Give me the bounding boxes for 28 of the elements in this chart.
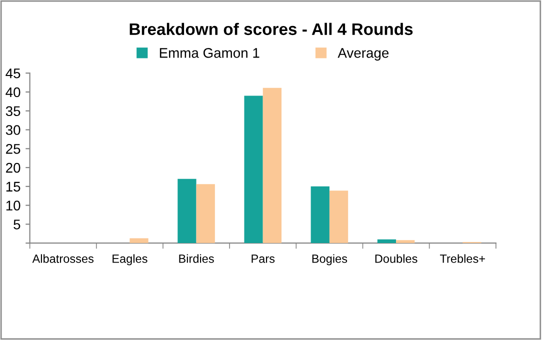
y-tick-label: 25 — [6, 144, 20, 154]
x-tick-label: Albatrosses — [32, 254, 94, 263]
chart-title: Breakdown of scores - All 4 Rounds — [130, 22, 413, 36]
bar — [262, 88, 282, 244]
bar — [130, 238, 148, 244]
x-tick-label: Bogies — [312, 254, 348, 266]
x-tick-label: Eagles — [112, 254, 148, 266]
bar — [377, 239, 396, 244]
x-tick-label: Birdies — [179, 254, 214, 263]
y-tick-label: 35 — [6, 106, 20, 116]
legend-label: Emma Gamon 1 — [160, 48, 260, 58]
bar — [178, 178, 196, 244]
y-tick-label: 30 — [6, 125, 20, 135]
x-tick-label: Trebles+ — [440, 254, 485, 263]
y-tick-label: 10 — [6, 200, 20, 210]
y-tick-label: 45 — [6, 68, 20, 78]
bar — [310, 186, 330, 244]
x-tick-label: Pars — [252, 254, 275, 263]
y-tick-label: 5 — [14, 220, 20, 230]
x-tick-label: Doubles — [375, 254, 418, 263]
y-tick-label: 40 — [6, 87, 20, 98]
bar — [329, 190, 348, 244]
y-tick-label: 20 — [6, 162, 20, 173]
legend-label: Average — [338, 48, 389, 61]
bar — [396, 240, 415, 244]
y-tick-label: 15 — [6, 182, 20, 192]
bar — [244, 96, 263, 244]
bar — [196, 184, 215, 244]
